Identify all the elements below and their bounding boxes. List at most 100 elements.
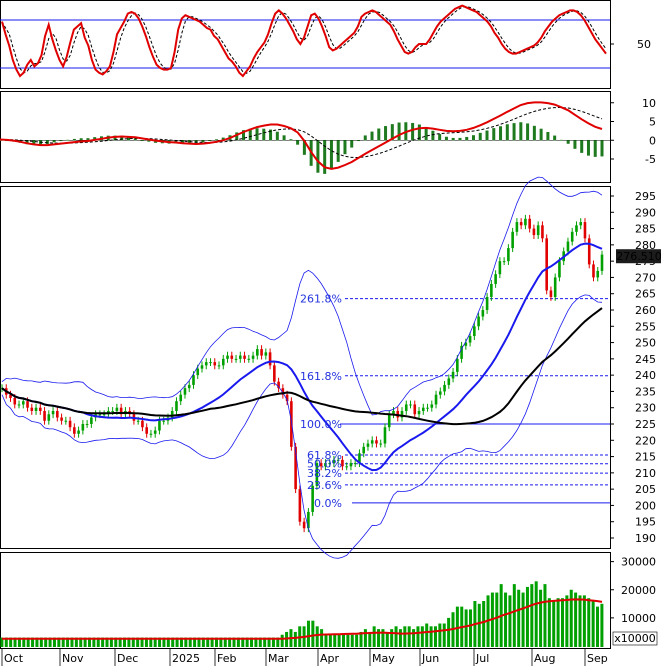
- volume-bar: [324, 634, 328, 647]
- volume-bar: [512, 584, 516, 647]
- volume-bar: [101, 637, 105, 647]
- macd-histogram-bar: [356, 140, 360, 142]
- volume-bar: [175, 637, 179, 647]
- volume-bar: [416, 626, 420, 647]
- price-candle-body: [90, 417, 93, 424]
- price-candle-body: [285, 394, 289, 402]
- volume-bar: [543, 584, 547, 647]
- price-tick-label-195: 195: [635, 516, 656, 529]
- price-candle-body: [315, 463, 319, 486]
- macd-histogram-bar: [181, 140, 185, 144]
- price-tick-label-235: 235: [635, 385, 656, 398]
- price-candle-body: [256, 349, 259, 356]
- price-candle-body: [26, 401, 29, 408]
- volume-bar: [271, 637, 275, 647]
- macd-histogram-bar: [248, 128, 252, 141]
- volume-tick-label-20000: 20000: [621, 584, 656, 597]
- volume-panel-frame: [0, 552, 611, 649]
- volume-bar: [127, 637, 131, 647]
- price-candle-body: [102, 414, 106, 416]
- volume-bar: [184, 637, 188, 647]
- volume-bar: [412, 629, 416, 647]
- price-candle-body: [587, 238, 591, 265]
- price-candle-body: [264, 352, 268, 356]
- x-label-Sep: Sep: [587, 652, 608, 665]
- price-candle-body: [404, 404, 408, 411]
- price-tick-label-250: 250: [635, 337, 656, 350]
- macd-histogram-bar: [221, 137, 225, 141]
- macd-histogram-bar: [242, 130, 246, 141]
- volume-bar: [455, 606, 459, 647]
- volume-bar: [582, 595, 586, 647]
- volume-bar: [368, 631, 372, 647]
- price-candle-body: [353, 463, 357, 465]
- volume-bar: [149, 637, 153, 647]
- price-candle-body: [170, 410, 174, 418]
- volume-bar: [433, 626, 437, 647]
- volume-bar: [188, 637, 192, 647]
- volume-bar: [131, 637, 135, 647]
- volume-bar: [70, 637, 74, 647]
- macd-histogram-bar: [559, 139, 563, 141]
- price-tick-label-255: 255: [635, 320, 656, 333]
- volume-bar: [136, 637, 140, 647]
- x-label-2025: 2025: [172, 652, 200, 665]
- price-candle-body: [187, 384, 191, 389]
- price-candle-body: [136, 420, 140, 422]
- volume-bar: [403, 626, 407, 647]
- macd-histogram-bar: [370, 131, 374, 141]
- ma-black-line: [1, 307, 603, 426]
- price-candle-body: [473, 326, 476, 337]
- volume-bar: [398, 629, 402, 647]
- macd-histogram-bar: [384, 126, 388, 141]
- volume-bar: [442, 623, 446, 647]
- volume-bar: [87, 637, 91, 647]
- price-candle-body: [345, 466, 348, 468]
- price-candle-body: [234, 358, 238, 360]
- price-candle-body: [460, 345, 463, 359]
- fib-label-236: 23.6%: [307, 479, 342, 492]
- price-candle-body: [341, 459, 344, 467]
- price-candle-body: [575, 225, 578, 232]
- volume-bar: [311, 620, 315, 647]
- volume-bar: [438, 623, 442, 647]
- price-candle-body: [153, 430, 157, 434]
- volume-bar: [232, 637, 236, 647]
- price-candle-body: [217, 365, 221, 367]
- macd-histogram-bar: [553, 135, 557, 141]
- macd-histogram-bar: [580, 140, 584, 153]
- macd-histogram-bar: [431, 130, 435, 141]
- price-candle-body: [558, 261, 561, 278]
- volume-bar: [569, 589, 573, 647]
- macd-histogram-bar: [465, 136, 469, 141]
- macd-histogram-bar: [289, 139, 293, 141]
- price-candle-body: [349, 463, 353, 467]
- volume-bar: [534, 581, 538, 647]
- price-candle-body: [379, 443, 383, 445]
- macd-histogram-bar: [296, 140, 300, 145]
- macd-histogram-bar: [451, 137, 455, 141]
- macd-histogram-bar: [417, 124, 421, 141]
- price-candle-body: [592, 264, 595, 278]
- price-candle-body: [277, 381, 280, 389]
- macd-tick-label-0: 0: [649, 134, 656, 147]
- volume-bar: [587, 598, 591, 647]
- volume-ma-line: [2, 598, 603, 640]
- price-candle-body: [336, 459, 340, 461]
- macd-histogram-bar: [329, 140, 333, 170]
- macd-histogram-bar: [25, 140, 29, 145]
- volume-bar: [276, 637, 280, 647]
- volume-unit-box: [612, 631, 658, 646]
- price-tick-label-240: 240: [635, 369, 656, 382]
- volume-bar: [530, 584, 534, 647]
- price-candle-body: [426, 407, 429, 409]
- price-candle-body: [247, 358, 251, 360]
- volume-bar: [355, 634, 359, 647]
- price-tick-label-190: 190: [635, 532, 656, 545]
- macd-histogram-bar: [532, 125, 536, 141]
- bollinger-upper-band: [1, 176, 603, 416]
- price-tick-label-200: 200: [635, 499, 656, 512]
- price-candle-body: [596, 270, 600, 278]
- macd-histogram-bar: [120, 136, 124, 141]
- price-candle-body: [213, 362, 217, 366]
